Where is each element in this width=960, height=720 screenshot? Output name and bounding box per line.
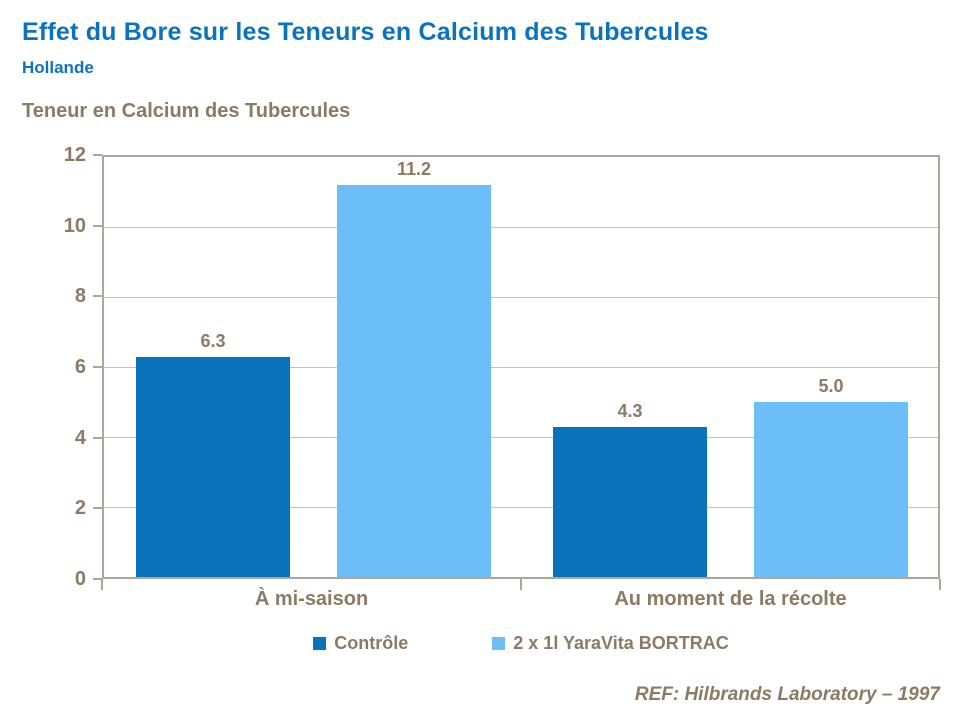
y-axis-tick-label: 2 <box>74 497 86 520</box>
y-axis-tick <box>93 224 102 227</box>
x-axis-tick <box>939 579 941 590</box>
bar-value-label: 11.2 <box>396 159 432 179</box>
y-axis-tick <box>93 436 102 439</box>
gridline <box>104 227 938 228</box>
bar-series2-cat2 <box>753 402 909 577</box>
plot-area: 6.3 11.2 4.3 5.0 <box>102 155 940 579</box>
legend: Contrôle 2 x 1l YaraVita BORTRAC <box>102 633 940 654</box>
gridline <box>104 367 938 368</box>
chart-title: Teneur en Calcium des Tubercules <box>22 100 351 122</box>
y-axis-tick-label: 10 <box>63 214 86 237</box>
y-axis-labels: 0 2 4 6 8 10 12 <box>28 144 86 590</box>
legend-item-2: 2 x 1l YaraVita BORTRAC <box>492 633 729 654</box>
x-axis-ticks <box>101 579 941 590</box>
x-axis-tick <box>101 579 103 590</box>
bar-value-label: 6.3 <box>200 330 226 351</box>
bar-series2-cat1 <box>336 185 492 577</box>
y-axis-tick <box>93 507 102 510</box>
y-axis-tick <box>93 154 102 156</box>
y-axis-tick-label: 12 <box>63 144 86 166</box>
x-axis-tick <box>520 579 522 590</box>
gridline <box>104 507 938 508</box>
y-axis-tick <box>93 295 102 298</box>
reference-text: REF: Hilbrands Laboratory – 1997 <box>634 684 940 705</box>
x-axis-labels: À mi-saison Au moment de la récolte <box>102 588 940 611</box>
gridline <box>104 437 938 438</box>
y-axis-tick-label: 0 <box>74 568 86 590</box>
page-subtitle: Hollande <box>22 58 94 77</box>
x-axis-category-label-2: Au moment de la récolte <box>614 588 847 610</box>
bar-series1-cat1 <box>135 356 291 577</box>
gridline <box>104 297 938 298</box>
y-axis-tick-label: 8 <box>74 285 86 308</box>
y-axis-ticks <box>93 154 102 580</box>
bar-value-label: 4.3 <box>617 400 643 421</box>
y-axis-tick-label: 4 <box>74 426 86 449</box>
legend-label: Contrôle <box>334 633 409 653</box>
bar-series1-cat2 <box>552 426 708 577</box>
legend-swatch-icon <box>313 637 327 650</box>
legend-swatch-icon <box>492 637 506 650</box>
y-axis-tick-label: 6 <box>74 356 86 378</box>
legend-label: 2 x 1l YaraVita BORTRAC <box>513 633 729 653</box>
y-axis-tick <box>93 578 102 580</box>
legend-item-1: Contrôle <box>313 633 408 654</box>
bar-value-label: 5.0 <box>818 376 844 396</box>
page-title: Effet du Bore sur les Teneurs en Calcium… <box>22 18 709 46</box>
y-axis-tick <box>93 366 102 368</box>
x-axis-category-label-1: À mi-saison <box>254 588 369 610</box>
